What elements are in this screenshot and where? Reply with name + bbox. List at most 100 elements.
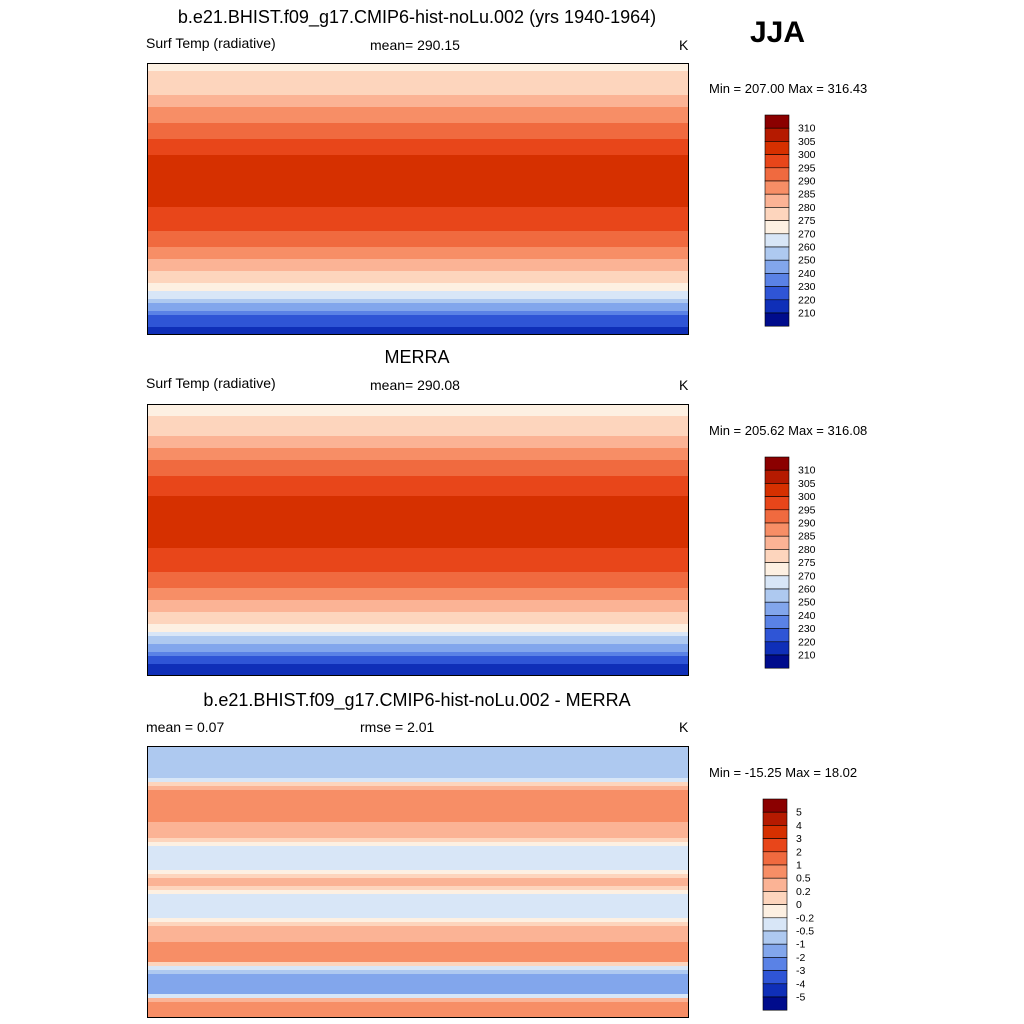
colorbar-box: [764, 180, 790, 195]
map-band: [147, 211, 689, 216]
map-band: [147, 528, 689, 533]
colorbar-box: [762, 917, 788, 932]
map-band: [147, 75, 689, 80]
colorbar-box: [764, 220, 790, 235]
colorbar-box: [762, 891, 788, 905]
map-band: [147, 235, 689, 240]
panel-3-units: K: [679, 719, 689, 735]
map-band: [147, 271, 689, 276]
map-band: [147, 918, 689, 923]
map-band: [147, 934, 689, 939]
colorbar-tick-label: 3: [796, 833, 802, 845]
map-band: [147, 111, 689, 116]
map-band: [147, 420, 689, 425]
colorbar-box: [764, 509, 790, 524]
colorbar-tick-label: 270: [798, 228, 816, 240]
map-band: [147, 902, 689, 907]
map-band: [147, 926, 689, 931]
map-band: [147, 323, 689, 328]
colorbar-box: [762, 864, 788, 879]
season-label: JJA: [750, 16, 806, 49]
colorbar-tick-label: 300: [798, 149, 816, 161]
map-band: [147, 754, 689, 759]
map-band: [147, 219, 689, 224]
panel-2-units: K: [679, 377, 689, 393]
map-band: [147, 460, 689, 465]
map-band: [147, 275, 689, 280]
colorbar-tick-label: 295: [798, 162, 816, 174]
map-band: [147, 468, 689, 473]
map-band: [147, 584, 689, 589]
map-band: [147, 171, 689, 176]
colorbar-box: [764, 469, 790, 484]
colorbar-box: [762, 851, 788, 866]
map-band: [147, 834, 689, 839]
map-band: [147, 632, 689, 637]
map-band: [147, 942, 689, 947]
map-band: [147, 958, 689, 963]
colorbar-tick-label: 210: [798, 650, 816, 662]
map-band: [147, 842, 689, 847]
panel-2-variable-label: Surf Temp (radiative): [146, 375, 276, 391]
map-band: [147, 810, 689, 815]
map-band: [147, 135, 689, 140]
map-band: [147, 416, 689, 421]
map-band: [147, 175, 689, 180]
map-band: [147, 998, 689, 1003]
map-band: [147, 239, 689, 244]
map-band: [147, 750, 689, 755]
map-band: [147, 524, 689, 529]
map-band: [147, 472, 689, 477]
map-band: [147, 786, 689, 791]
map-band: [147, 247, 689, 252]
map-band: [147, 508, 689, 513]
map-band: [147, 882, 689, 887]
colorbar-tick-label: 5: [796, 807, 802, 819]
colorbar-box: [764, 496, 790, 511]
map-band: [147, 644, 689, 649]
map-band: [147, 167, 689, 172]
map-band: [147, 782, 689, 787]
colorbar-tick-label: -2: [796, 952, 805, 964]
map-band: [147, 778, 689, 783]
map-band: [147, 123, 689, 128]
map-band: [147, 532, 689, 537]
map-band: [147, 664, 689, 669]
map-band: [147, 910, 689, 915]
map-band: [147, 131, 689, 136]
map-band: [147, 652, 689, 657]
map-band: [147, 291, 689, 296]
panel-3-rmse-label: rmse = 2.01: [360, 719, 435, 735]
colorbar-tick-label: 250: [798, 597, 816, 609]
map-band: [147, 990, 689, 995]
map-band: [147, 516, 689, 521]
map-band: [147, 127, 689, 132]
colorbar-tick-label: 230: [798, 623, 816, 635]
colorbar-box: [762, 904, 788, 919]
map-band: [147, 319, 689, 324]
colorbar-tick-label: 295: [798, 504, 816, 516]
colorbar-tick-label: -1: [796, 939, 805, 951]
colorbar-tick-label: 290: [798, 176, 816, 188]
colorbar-tick-label: 260: [798, 584, 816, 596]
colorbar-box: [764, 273, 790, 287]
map-band: [147, 668, 689, 673]
map-band: [147, 906, 689, 911]
colorbar-box: [764, 233, 790, 248]
map-band: [147, 616, 689, 621]
map-band: [147, 656, 689, 661]
map-band: [147, 163, 689, 168]
map-band: [147, 994, 689, 999]
map-band: [147, 263, 689, 268]
panel-1-map: [147, 63, 689, 335]
map-band: [147, 424, 689, 429]
map-band: [147, 814, 689, 819]
colorbar-box: [764, 167, 790, 182]
map-band: [147, 580, 689, 585]
map-band: [147, 199, 689, 204]
map-band: [147, 624, 689, 629]
map-band: [147, 488, 689, 493]
map-band: [147, 79, 689, 84]
map-band: [147, 878, 689, 883]
colorbar-box: [764, 193, 790, 208]
